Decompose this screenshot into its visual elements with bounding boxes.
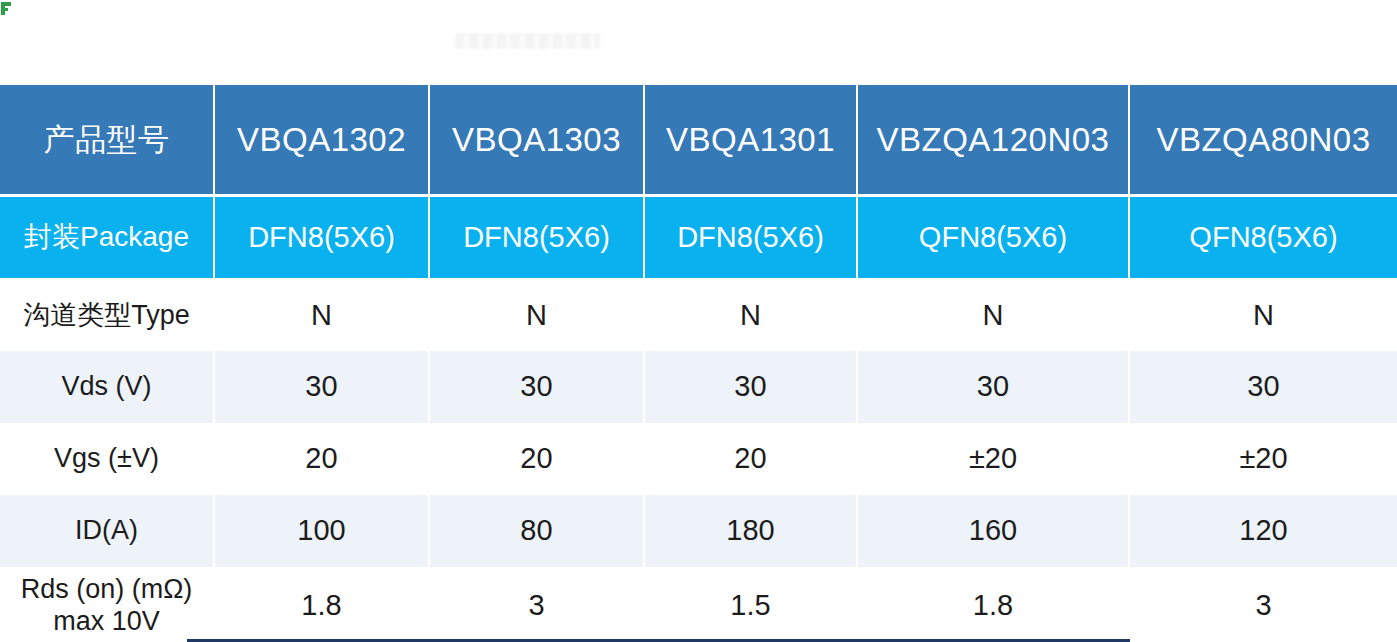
vds-row-label: Vds (V) [0, 351, 215, 423]
vds-value: 30 [645, 351, 858, 423]
vds-value: 30 [858, 351, 1130, 423]
id-value: 160 [858, 495, 1130, 567]
product-spec-table: 产品型号 VBQA1302 VBQA1303 VBQA1301 VBZQA120… [0, 85, 1397, 642]
rds-value: 1.8 [858, 567, 1130, 642]
channel-type-value: N [1130, 280, 1397, 351]
header-cell-model-5: VBZQA80N03 [1130, 85, 1397, 197]
rds-value: 1.8 [215, 567, 430, 642]
vds-value: 30 [1130, 351, 1397, 423]
rds-value: 1.5 [645, 567, 858, 642]
header-cell-model-3: VBQA1301 [645, 85, 858, 197]
header-cell-model-1: VBQA1302 [215, 85, 430, 197]
rds-value: 3 [1130, 567, 1397, 642]
package-value: DFN8(5X6) [215, 197, 430, 280]
faint-watermark [455, 33, 600, 49]
page: 产品型号 VBQA1302 VBQA1303 VBQA1301 VBZQA120… [0, 0, 1397, 642]
vgs-value: ±20 [1130, 423, 1397, 495]
vgs-value: 20 [215, 423, 430, 495]
id-value: 100 [215, 495, 430, 567]
vgs-value: 20 [645, 423, 858, 495]
package-row-label: 封装Package [0, 197, 215, 280]
channel-type-value: N [215, 280, 430, 351]
vds-value: 30 [215, 351, 430, 423]
rds-row-label: Rds (on) (mΩ) max 10V [0, 567, 215, 642]
rds-value: 3 [430, 567, 645, 642]
header-cell-product-model-label: 产品型号 [0, 85, 215, 197]
vgs-row-label: Vgs (±V) [0, 423, 215, 495]
green-corner-mark-icon [1, 2, 11, 15]
id-value: 120 [1130, 495, 1397, 567]
id-value: 180 [645, 495, 858, 567]
channel-type-value: N [430, 280, 645, 351]
package-value: QFN8(5X6) [1130, 197, 1397, 280]
vgs-value: 20 [430, 423, 645, 495]
id-value: 80 [430, 495, 645, 567]
header-cell-model-2: VBQA1303 [430, 85, 645, 197]
header-cell-model-4: VBZQA120N03 [858, 85, 1130, 197]
id-row-label: ID(A) [0, 495, 215, 567]
channel-type-value: N [858, 280, 1130, 351]
channel-type-row-label: 沟道类型Type [0, 280, 215, 351]
vgs-value: ±20 [858, 423, 1130, 495]
vds-value: 30 [430, 351, 645, 423]
package-value: QFN8(5X6) [858, 197, 1130, 280]
package-value: DFN8(5X6) [645, 197, 858, 280]
package-value: DFN8(5X6) [430, 197, 645, 280]
channel-type-value: N [645, 280, 858, 351]
